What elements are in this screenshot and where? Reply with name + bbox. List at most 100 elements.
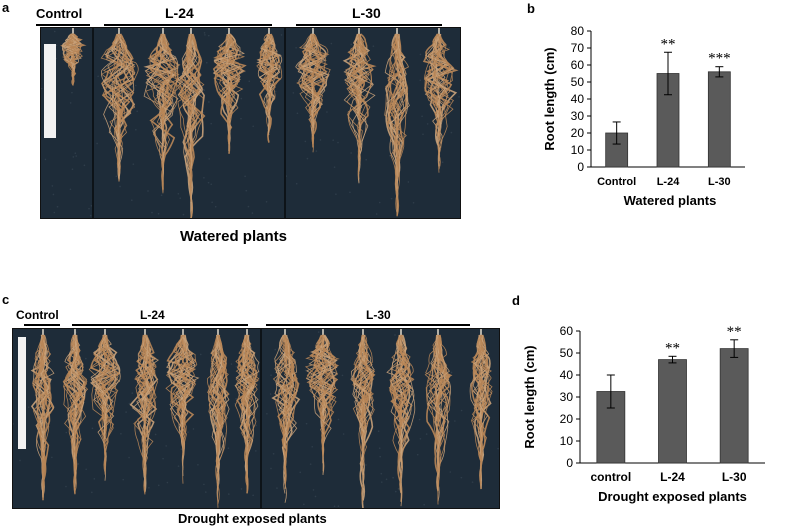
speckle <box>333 166 336 168</box>
root-system <box>424 329 453 505</box>
speckle <box>125 411 127 413</box>
speckle <box>269 393 272 395</box>
speckle <box>182 213 185 216</box>
speckle <box>378 447 381 449</box>
speckle <box>205 61 208 64</box>
group-bar-control-c <box>24 324 60 326</box>
speckle <box>177 465 180 467</box>
y-tick-label: 0 <box>566 456 573 470</box>
root-strand <box>136 334 157 426</box>
group-label-l30-c: L-30 <box>366 308 391 322</box>
speckle <box>197 463 199 466</box>
root-strand <box>146 33 179 137</box>
root-strand <box>256 33 282 99</box>
speckle <box>295 182 298 185</box>
root-strand <box>103 33 128 125</box>
speckle <box>148 486 150 489</box>
speckle <box>227 447 230 449</box>
speckle <box>337 141 339 144</box>
root-strand <box>274 334 293 441</box>
panel-letter-d: d <box>512 293 520 308</box>
speckle <box>204 34 206 36</box>
speckle <box>72 156 75 158</box>
speckle <box>180 448 183 450</box>
root-strand <box>394 334 410 415</box>
root-strand <box>389 334 407 433</box>
speckle <box>330 42 333 45</box>
speckle <box>252 125 254 128</box>
root-strand <box>63 33 82 77</box>
significance-mark: ** <box>665 340 680 356</box>
root-strand <box>305 334 339 406</box>
speckle <box>252 494 254 497</box>
y-axis-label: Root length (cm) <box>542 47 557 150</box>
significance-mark: *** <box>708 51 731 67</box>
root-strand <box>350 334 370 445</box>
speckle <box>202 111 205 114</box>
group-bar-l24-c <box>72 324 248 326</box>
speckle <box>385 478 388 481</box>
root-strand <box>260 33 280 86</box>
root-strand <box>172 334 196 477</box>
root-strand <box>357 334 373 417</box>
y-tick-label: 40 <box>571 92 585 106</box>
speckle <box>44 158 47 161</box>
root-strand <box>101 33 124 173</box>
speckle <box>292 92 295 94</box>
speckle <box>151 211 153 214</box>
speckle <box>128 456 130 459</box>
root-photo-drought <box>12 328 500 509</box>
ruler <box>44 44 56 138</box>
speckle <box>96 142 98 145</box>
speckle <box>203 483 205 486</box>
y-tick-label: 30 <box>571 109 585 123</box>
speckle <box>309 463 312 465</box>
y-tick-label: 40 <box>560 368 574 382</box>
speckle <box>76 60 78 62</box>
root-strand <box>280 334 294 470</box>
speckle <box>266 412 268 415</box>
group-bar-control-a <box>36 24 90 26</box>
speckle <box>265 201 268 203</box>
root-system <box>143 28 181 194</box>
speckle <box>69 188 72 191</box>
root-strand <box>185 33 204 178</box>
speckle <box>425 433 428 435</box>
speckle <box>162 457 164 460</box>
caption-drought: Drought exposed plants <box>178 511 327 526</box>
root-strand <box>306 334 333 434</box>
speckle <box>311 445 314 448</box>
root-strand <box>478 334 489 456</box>
root-strand <box>176 33 198 142</box>
root-strand <box>278 334 293 417</box>
speckle <box>372 45 375 47</box>
root-strand <box>210 334 228 504</box>
root-strand <box>348 33 368 121</box>
root-strand <box>68 334 84 427</box>
y-tick-label: 10 <box>560 434 574 448</box>
bar-l-30 <box>707 71 731 168</box>
speckle <box>147 190 149 192</box>
speckle <box>41 87 43 90</box>
root-strand <box>139 334 153 482</box>
root-strand <box>211 334 227 439</box>
speckle <box>299 471 302 474</box>
root-strand <box>62 33 82 82</box>
root-strand <box>297 33 329 131</box>
root-system <box>176 28 206 218</box>
speckle <box>240 488 243 490</box>
root-strand <box>306 334 333 457</box>
speckle <box>315 150 318 152</box>
speckle <box>394 490 397 493</box>
speckle <box>166 481 169 484</box>
photo-background <box>13 329 499 508</box>
root-strand <box>102 33 125 117</box>
root-strand <box>241 334 260 418</box>
root-strand <box>277 334 297 494</box>
speckle <box>337 418 340 421</box>
category-label: L-30 <box>708 176 731 188</box>
panel-letter-c: c <box>2 292 10 307</box>
speckle <box>71 91 73 94</box>
speckle <box>208 158 210 160</box>
speckle <box>255 424 257 427</box>
